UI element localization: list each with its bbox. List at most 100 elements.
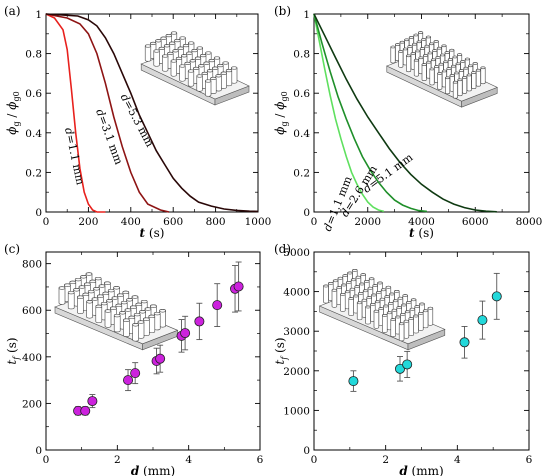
pillar-top <box>409 307 416 311</box>
pillar-top <box>78 285 86 289</box>
pillar-top <box>400 313 406 316</box>
pillar <box>390 318 396 337</box>
y-tick-label: 2000 <box>283 366 310 378</box>
pillar <box>398 50 404 68</box>
pillar-top <box>421 63 427 66</box>
pillar-top <box>384 295 390 298</box>
pillar-top <box>67 290 75 295</box>
pillar-top <box>174 39 181 43</box>
pillar-top <box>427 306 434 310</box>
series-label: d=5.3 mm <box>118 92 157 150</box>
pillar-top <box>388 302 394 305</box>
pillar-top <box>172 49 179 53</box>
pillar-top <box>418 56 424 60</box>
pillar-top <box>144 307 152 311</box>
pillar-top <box>175 56 183 60</box>
pillar <box>421 63 427 81</box>
pillar <box>457 78 463 97</box>
pillar-top <box>361 298 368 302</box>
pillar-top <box>452 80 458 84</box>
pillar-top <box>84 282 91 286</box>
pillar-top <box>421 38 427 41</box>
pillar-top <box>402 294 408 297</box>
series-label-value: =1.1 mm <box>63 133 86 186</box>
pillar-top <box>422 309 429 313</box>
pillar-top <box>208 59 215 63</box>
pillar-top <box>85 272 93 276</box>
pillar-top <box>196 46 203 50</box>
pillar-top <box>337 276 344 280</box>
pillar-top <box>143 317 150 321</box>
pillar-top <box>187 69 195 73</box>
pillar-top <box>155 39 162 43</box>
data-point <box>80 405 91 416</box>
x-tick-label: 1000 <box>245 216 272 228</box>
x-axis-unit: (s) <box>415 226 434 240</box>
pillar-top <box>373 309 380 313</box>
pillar <box>480 66 486 85</box>
pillar-top <box>462 76 468 79</box>
pillar-top <box>395 43 401 46</box>
pillar-top <box>413 314 419 318</box>
series-line <box>313 13 427 213</box>
pillar-top <box>359 282 365 286</box>
y-tick-label: 0.8 <box>293 49 310 61</box>
pillar <box>348 297 354 316</box>
pillar-top <box>169 41 176 45</box>
y-tick-label: 4000 <box>283 287 310 299</box>
pillar-top <box>441 44 447 48</box>
pillar-top <box>201 71 208 75</box>
pillar-top <box>165 34 172 38</box>
pillar-top <box>429 42 435 46</box>
pillar-top <box>449 74 455 77</box>
series-line <box>45 13 106 213</box>
pillar-top <box>102 291 110 296</box>
y-tick-label: 0.4 <box>25 128 42 140</box>
x-tick-label: 800 <box>206 216 226 228</box>
pillar-top <box>74 277 82 282</box>
pillar-top <box>460 60 466 63</box>
x-axis-variable: d <box>131 464 140 476</box>
pillar <box>471 71 477 89</box>
pillar-top <box>432 49 438 52</box>
pillar-top <box>225 69 233 73</box>
pillar-top <box>89 279 97 284</box>
x-axis-variable: d <box>399 464 408 476</box>
pillar-top <box>419 47 425 50</box>
pillar-top <box>372 284 378 287</box>
x-tick-label: 4 <box>454 454 461 466</box>
pillar-top <box>386 311 393 315</box>
pillar-top <box>457 53 463 56</box>
y-label-sub: g <box>280 121 289 126</box>
pillar-top <box>215 74 222 78</box>
panel-label: (c) <box>4 242 20 256</box>
pillar-top <box>413 33 419 37</box>
pillar-top <box>463 66 469 70</box>
pillar-top <box>86 300 93 304</box>
pillar-top <box>139 310 146 314</box>
y-label-phi: ϕ <box>5 127 19 135</box>
pillar-top <box>186 51 193 55</box>
y-label-phi: ϕ <box>273 127 287 135</box>
pillar-top <box>69 280 77 285</box>
y-label-unit: (s) <box>5 337 19 356</box>
pillar-top <box>203 61 210 65</box>
pillar-top <box>94 276 102 281</box>
pillar-top <box>418 312 424 315</box>
x-tick-label: 0 <box>311 454 318 466</box>
pillar-top <box>382 314 388 317</box>
pillar-top <box>158 46 165 50</box>
y-label-sub: g0 <box>280 91 289 101</box>
pillar <box>427 306 434 326</box>
y-tick-label: 0.6 <box>25 88 42 100</box>
pillar <box>437 72 443 90</box>
pillar-top <box>407 45 413 48</box>
pillar-top <box>414 305 420 308</box>
x-tick-label: 600 <box>163 216 183 228</box>
pillar-top <box>399 40 405 44</box>
pillar <box>418 312 424 331</box>
series-line <box>313 13 497 213</box>
x-tick-label: 6000 <box>462 216 489 228</box>
pillar-top <box>391 308 398 312</box>
